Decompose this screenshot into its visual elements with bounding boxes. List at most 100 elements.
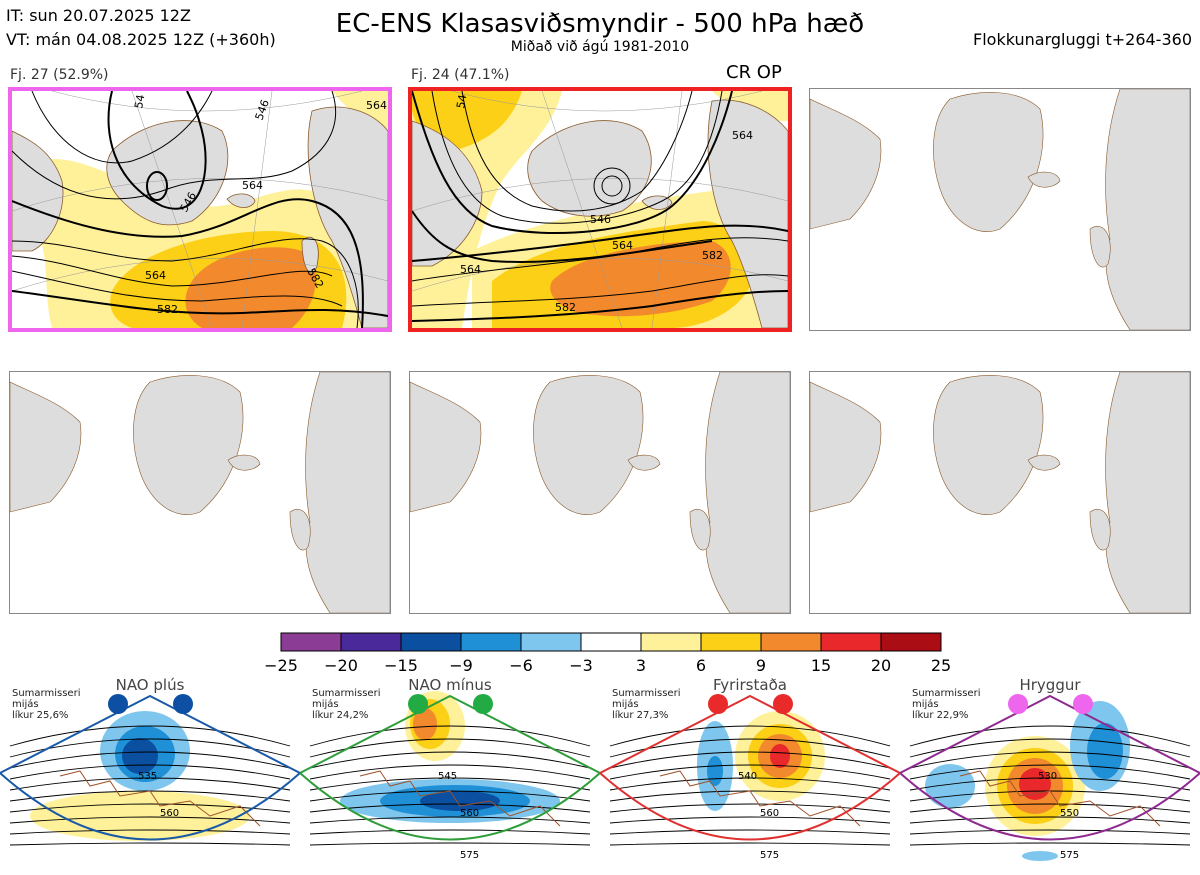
clustering-window: Flokkunargluggi t+264-360 xyxy=(973,30,1192,49)
land-greenland xyxy=(933,375,1044,515)
land-scandinavia xyxy=(705,372,790,613)
low-ring-2 xyxy=(601,175,623,197)
low-ring-1 xyxy=(593,167,631,205)
height-contour xyxy=(909,725,1191,747)
contour-bold-3 xyxy=(412,290,788,322)
regime-info: Sumarmisseri mijás líkur 24,2% xyxy=(312,688,381,721)
regime-frame xyxy=(298,694,602,841)
anomaly-negative xyxy=(1022,851,1058,861)
height-contour xyxy=(309,842,591,846)
colorbar-tick-label: −6 xyxy=(509,656,533,675)
regime-title: Hryggur xyxy=(1019,676,1081,694)
colorbar-tick-label: 3 xyxy=(635,656,647,675)
height-contour xyxy=(909,842,1191,846)
height-contour xyxy=(909,829,1191,835)
contour-label-2: 564 xyxy=(732,129,753,142)
regime-dot xyxy=(1008,694,1028,714)
regime-map: 545 560 575 xyxy=(298,691,602,861)
regime-contour-label: 530 xyxy=(1038,771,1057,782)
colorbar-swatch xyxy=(700,632,762,652)
graticule-1 xyxy=(12,258,388,292)
regime-contour-label: 535 xyxy=(138,771,157,782)
colorbar-swatch xyxy=(460,632,522,652)
land-canada xyxy=(810,98,882,230)
height-contour xyxy=(609,725,891,747)
coastline xyxy=(59,770,261,827)
land-iceland xyxy=(627,454,661,471)
height-contour xyxy=(9,725,291,747)
contour-4 xyxy=(412,274,788,307)
regime-panel: 540 560 575 Fyrirstaða Sumarmisseri mijás lí… xyxy=(598,676,902,871)
contour-label-3: 564 xyxy=(612,239,633,252)
graticule-2 xyxy=(412,178,788,212)
regime-dot xyxy=(408,694,428,714)
height-contour xyxy=(609,764,891,780)
land-uk xyxy=(1089,226,1111,268)
empty-map-5 xyxy=(409,371,791,614)
contour-1 xyxy=(12,238,359,328)
empty-map-4 xyxy=(9,371,391,614)
regime-info: Sumarmisseri mijás líkur 22,9% xyxy=(912,688,981,721)
land-uk xyxy=(1089,509,1111,551)
anomaly-negative xyxy=(1087,723,1123,779)
land-iceland xyxy=(1027,454,1061,471)
height-contour xyxy=(309,777,591,791)
regime-dot xyxy=(473,694,493,714)
land-scandinavia xyxy=(305,372,390,613)
low-center xyxy=(146,171,168,201)
contour-2 xyxy=(12,255,333,287)
colorbar-tick-label: 25 xyxy=(930,656,952,675)
contour-2 xyxy=(461,91,693,212)
regime-map: 535 560 xyxy=(0,694,302,846)
anomaly-positive-core xyxy=(770,744,790,768)
colorbar-swatch xyxy=(400,632,462,652)
regime-contour-label: 545 xyxy=(438,771,457,782)
regime-frame xyxy=(0,694,302,841)
regime-map: 540 560 575 xyxy=(598,694,902,861)
init-time: IT: sun 20.07.2025 12Z xyxy=(6,6,191,25)
height-contour xyxy=(309,764,591,780)
regime-title: NAO mínus xyxy=(408,676,492,694)
cluster-2-tags: CR OP xyxy=(726,62,782,83)
regime-frame xyxy=(898,694,1200,841)
colorbar-swatch xyxy=(880,632,942,652)
contour-label-7: 582 xyxy=(157,303,178,316)
contour-bold-1 xyxy=(412,91,733,234)
regime-map: 530 550 575 xyxy=(898,694,1200,861)
land-scandinavia xyxy=(707,99,788,328)
regime-dot xyxy=(708,694,728,714)
contour-bold-2 xyxy=(412,224,788,262)
page-subtitle: Miðað við ágú 1981-2010 xyxy=(510,39,690,55)
height-contour xyxy=(309,829,591,835)
land-iceland xyxy=(227,454,261,471)
regime-contour-label: 550 xyxy=(1060,808,1079,819)
contour-1 xyxy=(431,91,723,224)
anomaly-strong xyxy=(550,241,731,317)
colorbar-swatch xyxy=(640,632,702,652)
land-canada xyxy=(12,130,64,252)
regime-dot xyxy=(1073,694,1093,714)
contour-label-3: 564 xyxy=(145,269,166,282)
regime-contour-label: 560 xyxy=(760,808,779,819)
height-contour xyxy=(609,777,891,791)
land-greenland xyxy=(533,375,644,515)
regime-dot xyxy=(108,694,128,714)
land-canada xyxy=(10,381,82,513)
land-uk xyxy=(289,509,311,551)
contour-label-1: 546 xyxy=(590,213,611,226)
land-greenland xyxy=(933,92,1044,232)
contour-4 xyxy=(12,91,337,200)
contour-3 xyxy=(12,270,343,307)
land-canada xyxy=(810,381,882,513)
contour-bold-4 xyxy=(412,210,713,263)
colorbar-tick-label: 15 xyxy=(810,656,832,675)
page-title: EC-ENS Klasasviðsmyndir - 500 hPa hæð xyxy=(335,9,865,39)
regime-panel: 530 550 575 Hryggur Sumarmisseri mijás líkur… xyxy=(898,676,1200,871)
colorbar-tick-label: −20 xyxy=(324,656,358,675)
colorbar xyxy=(280,632,942,652)
colorbar-swatch xyxy=(340,632,402,652)
contour-5 xyxy=(31,91,213,164)
anomaly-negative-core xyxy=(122,738,158,774)
height-contour xyxy=(609,829,891,835)
regime-info: Sumarmisseri mijás líkur 27,3% xyxy=(612,688,681,721)
